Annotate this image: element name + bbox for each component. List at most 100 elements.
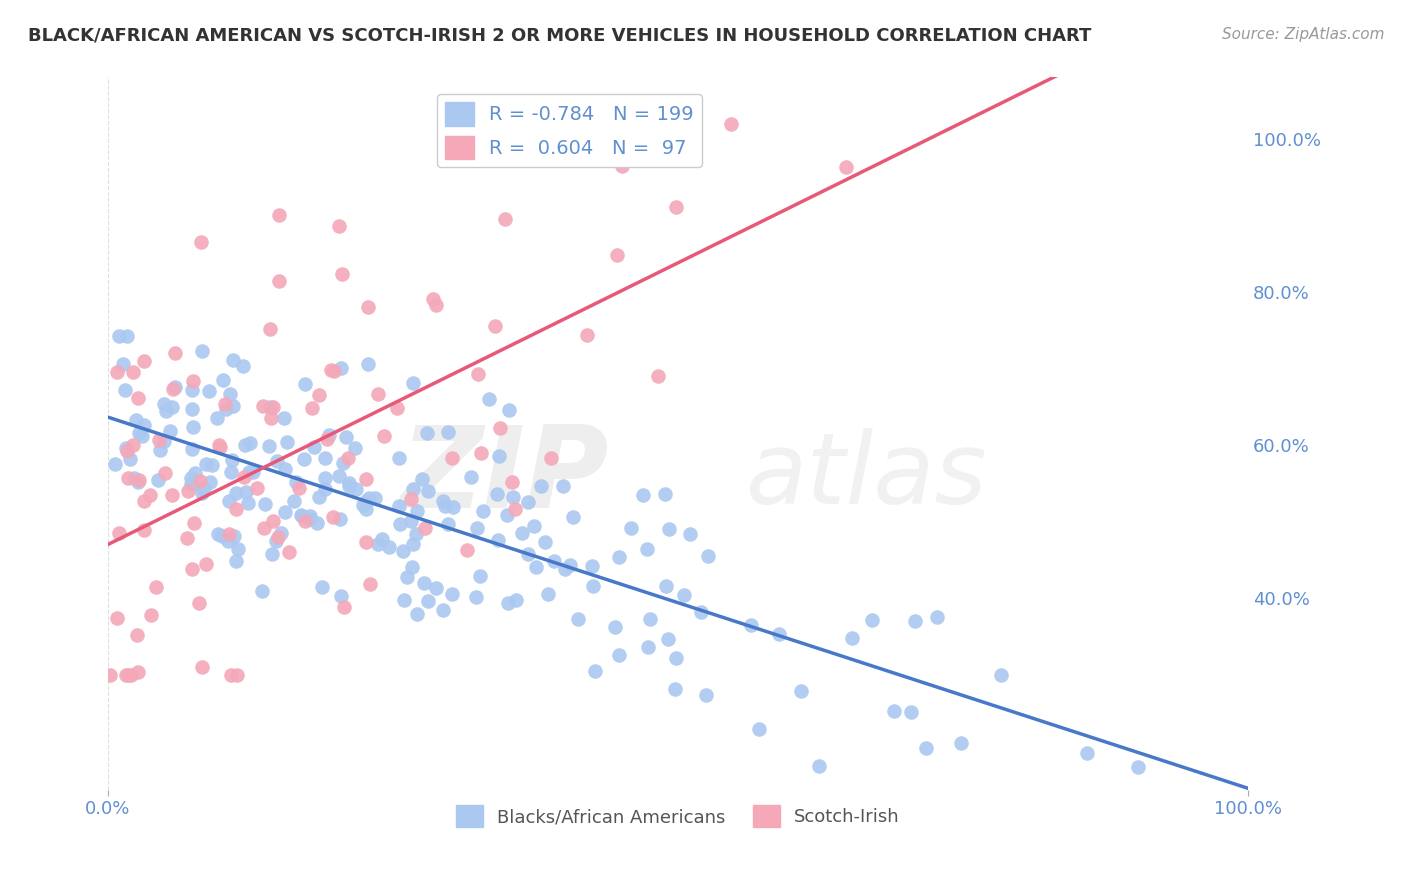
Point xyxy=(657,632,679,646)
Point xyxy=(252,399,274,413)
Point xyxy=(120,668,142,682)
Point xyxy=(253,521,276,535)
Point xyxy=(183,516,205,530)
Point xyxy=(418,483,440,498)
Point xyxy=(115,329,138,343)
Point xyxy=(402,536,425,550)
Point xyxy=(883,704,905,718)
Point xyxy=(308,388,330,402)
Point xyxy=(121,438,143,452)
Point xyxy=(138,488,160,502)
Point xyxy=(416,425,439,440)
Point xyxy=(533,534,555,549)
Point xyxy=(127,628,149,642)
Point xyxy=(468,568,491,582)
Point xyxy=(354,502,377,516)
Point xyxy=(401,559,423,574)
Point xyxy=(581,559,603,574)
Point xyxy=(187,596,209,610)
Point xyxy=(472,504,495,518)
Point xyxy=(807,758,830,772)
Point xyxy=(238,465,260,479)
Point xyxy=(679,527,702,541)
Point xyxy=(252,584,274,599)
Point xyxy=(352,498,374,512)
Point xyxy=(128,473,150,487)
Point xyxy=(277,544,299,558)
Point xyxy=(543,554,565,568)
Point xyxy=(517,547,540,561)
Point xyxy=(246,481,269,495)
Point xyxy=(332,456,354,470)
Point xyxy=(283,493,305,508)
Point xyxy=(537,587,560,601)
Point xyxy=(225,486,247,500)
Point xyxy=(193,482,215,496)
Point xyxy=(658,522,681,536)
Point xyxy=(314,471,336,485)
Point xyxy=(505,592,527,607)
Point xyxy=(523,518,546,533)
Point xyxy=(298,508,321,523)
Point xyxy=(131,429,153,443)
Point xyxy=(191,343,214,358)
Point xyxy=(311,580,333,594)
Point xyxy=(194,457,217,471)
Point xyxy=(343,441,366,455)
Point xyxy=(180,562,202,576)
Point xyxy=(291,508,314,523)
Point xyxy=(498,402,520,417)
Point xyxy=(111,357,134,371)
Point xyxy=(675,116,697,130)
Point xyxy=(516,495,538,509)
Point xyxy=(636,541,658,556)
Point xyxy=(128,426,150,441)
Point xyxy=(117,668,139,682)
Point xyxy=(720,117,742,131)
Point xyxy=(104,457,127,471)
Point xyxy=(115,443,138,458)
Point xyxy=(496,596,519,610)
Point xyxy=(470,446,492,460)
Point xyxy=(177,484,200,499)
Point xyxy=(389,517,412,532)
Point xyxy=(371,532,394,546)
Point xyxy=(184,467,207,481)
Point xyxy=(333,599,356,614)
Point xyxy=(98,668,121,682)
Point xyxy=(117,471,139,485)
Point xyxy=(180,442,202,457)
Point xyxy=(181,375,204,389)
Point xyxy=(148,433,170,447)
Point xyxy=(114,384,136,398)
Point xyxy=(219,668,242,682)
Point xyxy=(290,508,312,522)
Point xyxy=(222,399,245,413)
Point xyxy=(835,160,858,174)
Point xyxy=(132,354,155,368)
Point xyxy=(695,689,717,703)
Point xyxy=(467,367,489,381)
Point xyxy=(228,541,250,556)
Point xyxy=(664,200,686,214)
Point xyxy=(314,482,336,496)
Point xyxy=(560,558,582,573)
Point xyxy=(418,594,440,608)
Point xyxy=(399,492,422,507)
Point xyxy=(238,496,260,510)
Point xyxy=(990,668,1012,682)
Point xyxy=(582,579,605,593)
Point xyxy=(264,533,287,548)
Point xyxy=(337,475,360,490)
Point xyxy=(612,159,634,173)
Point xyxy=(425,298,447,312)
Point xyxy=(273,410,295,425)
Point xyxy=(329,512,352,526)
Point xyxy=(211,529,233,543)
Point xyxy=(322,509,344,524)
Point xyxy=(413,521,436,535)
Point xyxy=(330,589,353,603)
Point xyxy=(190,486,212,500)
Point xyxy=(165,345,187,359)
Point xyxy=(328,219,350,233)
